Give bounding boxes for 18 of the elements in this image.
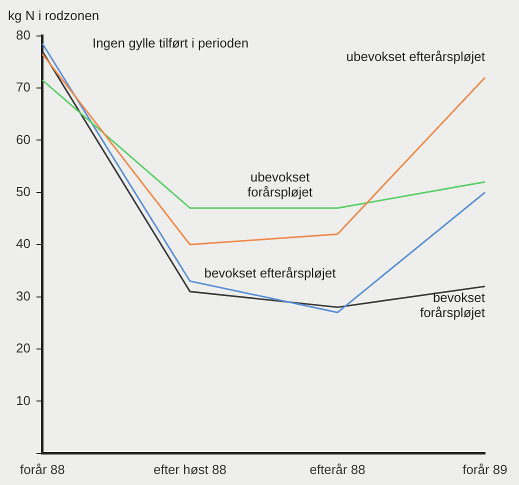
y-tick-label: 80	[16, 27, 30, 42]
x-tick-label: forår 88	[20, 462, 65, 477]
y-tick-label: 30	[16, 288, 30, 304]
x-tick-label: efter høst 88	[153, 462, 226, 477]
y-tick-label: 10	[16, 392, 30, 408]
y-tick-label: 70	[16, 80, 30, 95]
series-label: bevokset efterårspløjet	[204, 266, 336, 281]
series-label: ubevokset efterårspløjet	[346, 49, 486, 64]
y-tick-label: 40	[16, 236, 30, 252]
y-axis-title: kg N i rodzonen	[8, 8, 100, 23]
y-tick-label: 60	[16, 132, 30, 147]
x-tick-label: efterår 88	[310, 462, 366, 477]
x-tick-label: forår 89	[462, 462, 508, 477]
annotation: Ingen gylle tilført i perioden	[92, 35, 249, 50]
series-label: bevokset forårspløjet	[420, 290, 486, 320]
series-label: ubevokset forårspløjet	[247, 170, 313, 200]
y-tick-label: 50	[16, 184, 30, 199]
y-tick-label: 20	[16, 340, 30, 356]
